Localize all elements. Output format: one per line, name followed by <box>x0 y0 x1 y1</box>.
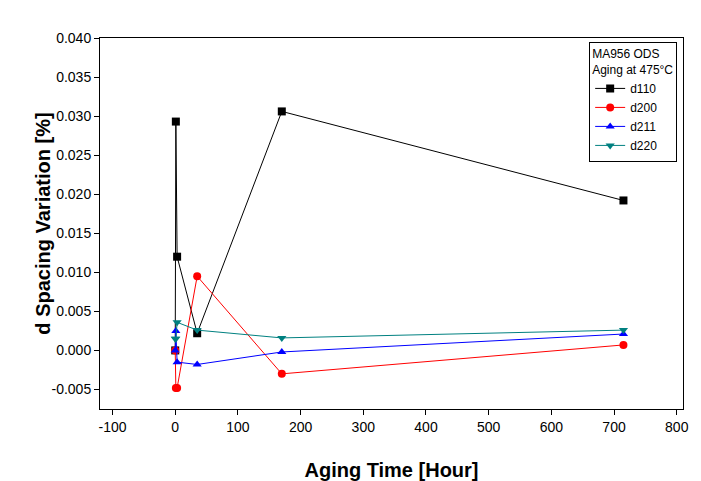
svg-text:d110: d110 <box>630 82 656 96</box>
svg-text:d220: d220 <box>630 139 657 153</box>
svg-text:400: 400 <box>414 419 438 435</box>
svg-text:MA956 ODSAging at 475°C: MA956 ODSAging at 475°C <box>592 47 673 77</box>
svg-text:0.005: 0.005 <box>56 303 91 319</box>
svg-text:700: 700 <box>602 419 626 435</box>
svg-text:800: 800 <box>665 419 689 435</box>
svg-text:0.010: 0.010 <box>56 264 91 280</box>
svg-text:-100: -100 <box>99 419 127 435</box>
svg-text:-0.005: -0.005 <box>51 381 91 397</box>
svg-text:500: 500 <box>477 419 501 435</box>
svg-text:0.030: 0.030 <box>56 108 91 124</box>
svg-text:0.015: 0.015 <box>56 225 91 241</box>
svg-text:300: 300 <box>352 419 376 435</box>
svg-text:0.000: 0.000 <box>56 342 91 358</box>
svg-text:200: 200 <box>289 419 313 435</box>
svg-text:d Spacing Variation [%]: d Spacing Variation [%] <box>32 112 54 334</box>
svg-text:600: 600 <box>540 419 564 435</box>
svg-text:0.020: 0.020 <box>56 186 91 202</box>
svg-text:Aging Time [Hour]: Aging Time [Hour] <box>304 459 478 481</box>
svg-text:0.040: 0.040 <box>56 30 91 46</box>
svg-text:0: 0 <box>171 419 179 435</box>
svg-text:0.035: 0.035 <box>56 69 91 85</box>
svg-text:d200: d200 <box>630 101 657 115</box>
svg-text:d211: d211 <box>630 120 656 134</box>
svg-text:100: 100 <box>226 419 250 435</box>
svg-text:0.025: 0.025 <box>56 147 91 163</box>
